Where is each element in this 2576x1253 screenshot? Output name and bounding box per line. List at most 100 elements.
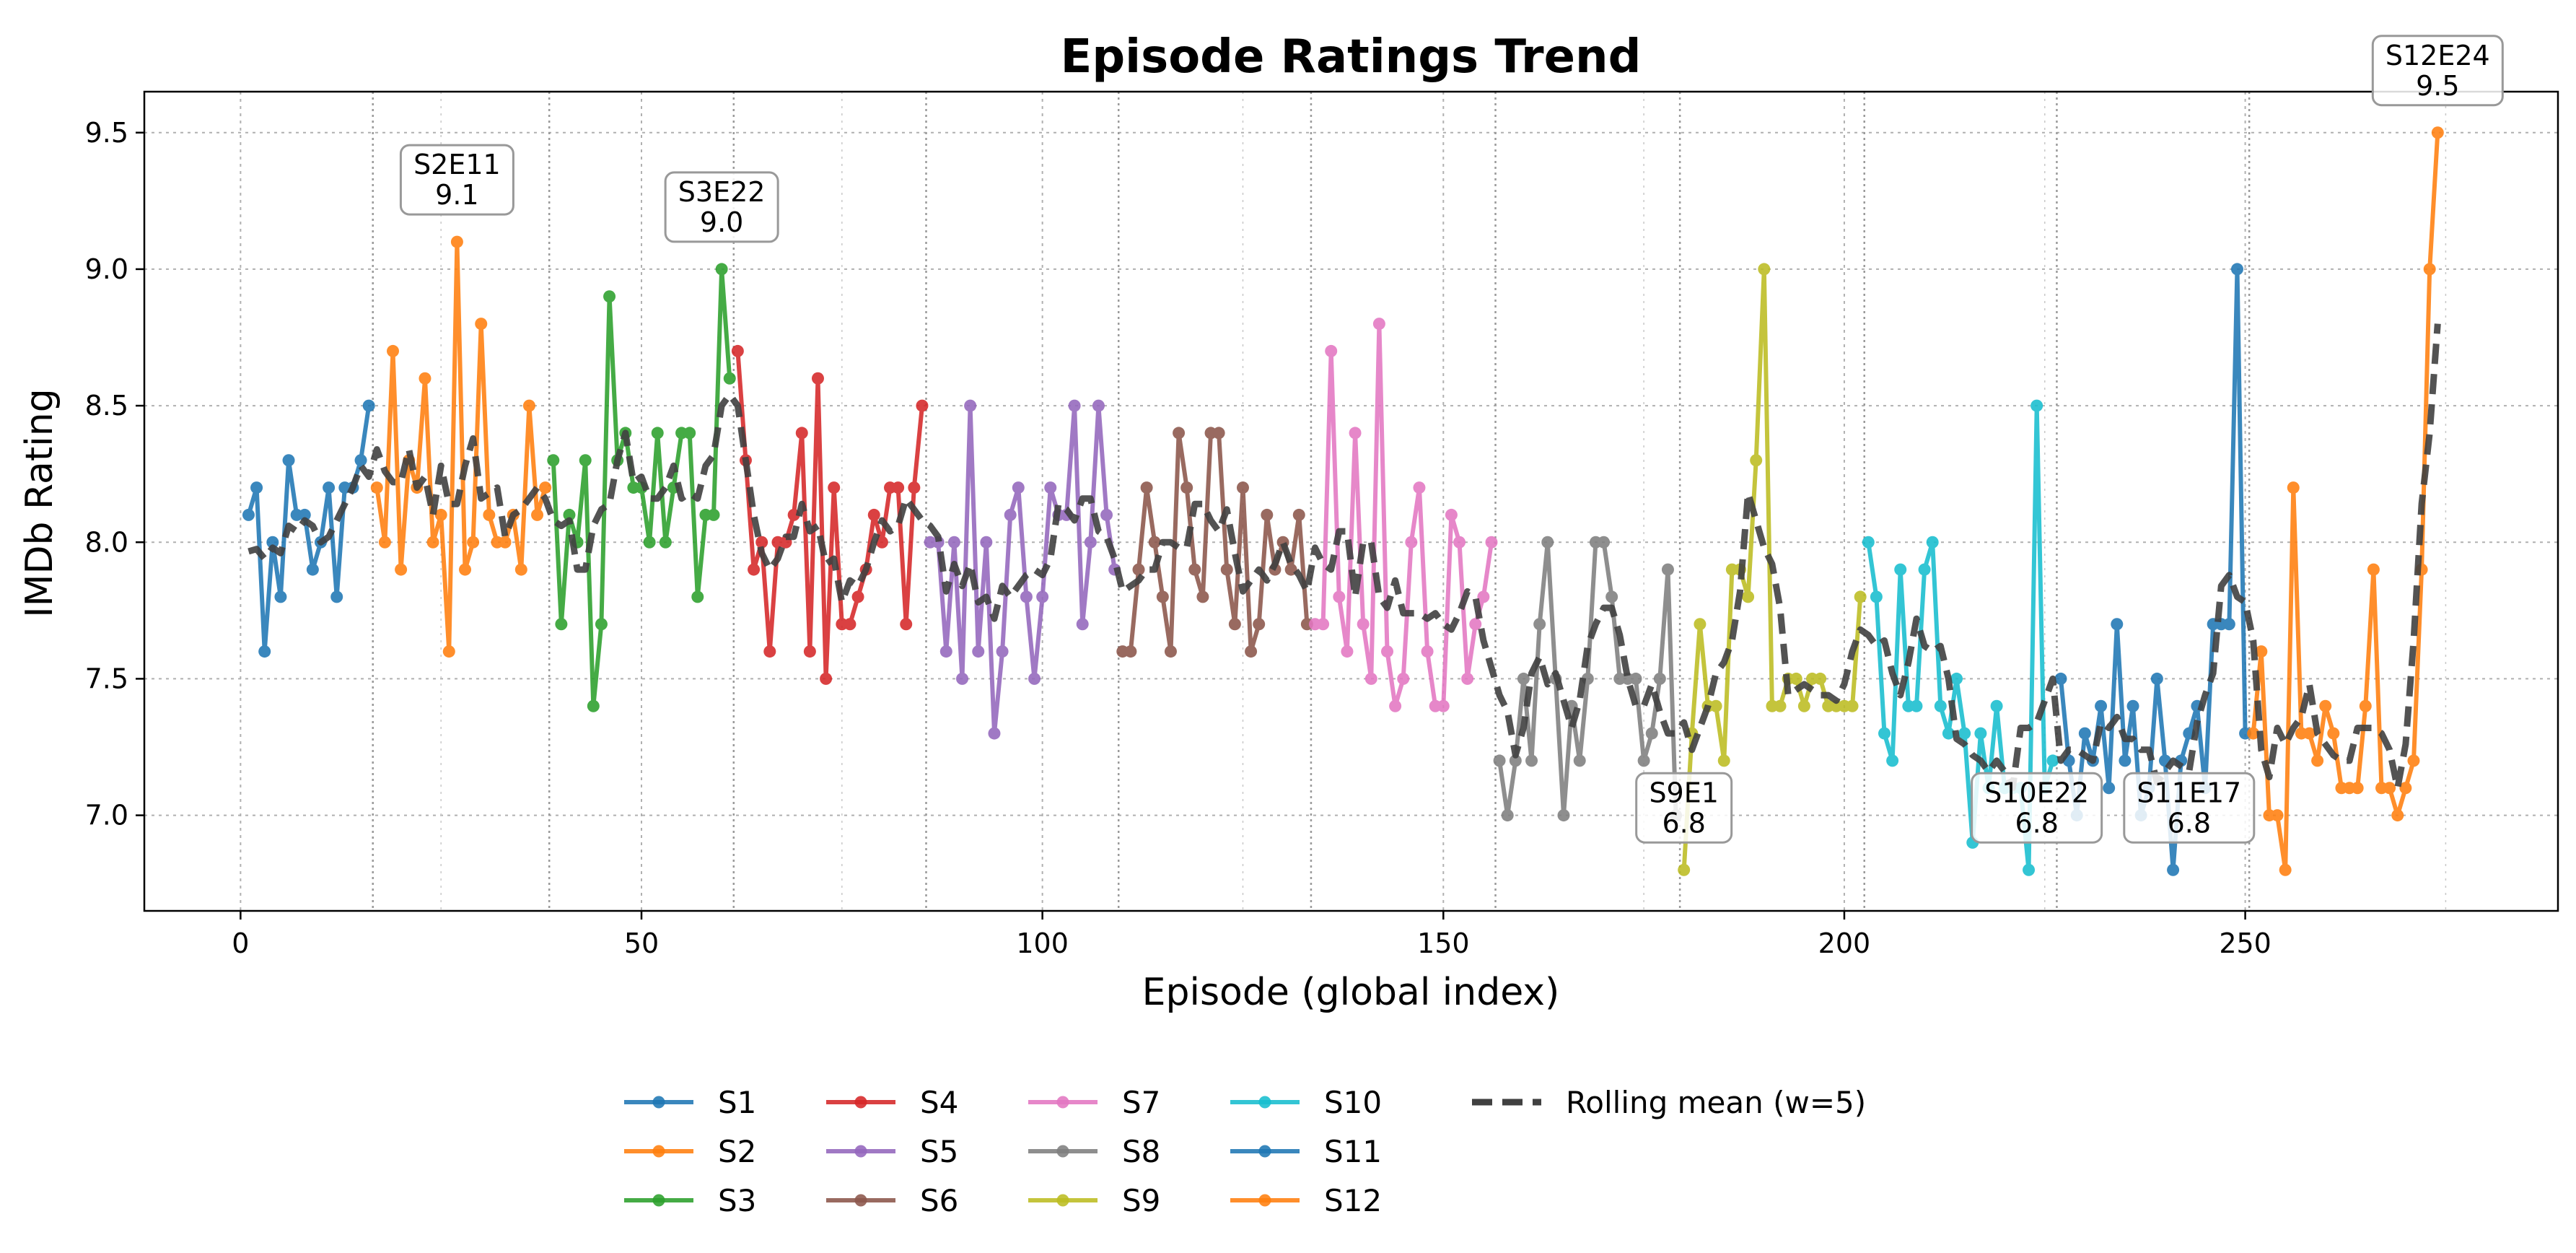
annotation-label: S2E11: [413, 149, 501, 180]
y-tick-label: 9.0: [85, 253, 128, 285]
data-point: [1469, 618, 1482, 631]
legend-label: S10: [1324, 1085, 1382, 1120]
data-point: [426, 536, 439, 549]
data-point: [2367, 563, 2380, 576]
data-point: [875, 536, 888, 549]
data-point: [2023, 863, 2036, 876]
annotation-value: 6.8: [2168, 807, 2211, 839]
data-point: [1990, 699, 2003, 712]
data-point: [980, 536, 993, 549]
annotation-box: [2123, 772, 2256, 844]
data-point: [2327, 727, 2340, 740]
data-point: [1678, 863, 1691, 876]
x-tick-label: 50: [624, 927, 659, 959]
data-point: [1533, 618, 1546, 631]
data-point: [1421, 645, 1434, 658]
data-point: [1180, 481, 1193, 494]
data-point: [1405, 536, 1418, 549]
annotation-label: S10E22: [1984, 777, 2089, 808]
legend-swatch-marker: [854, 1096, 867, 1109]
data-point: [1870, 590, 1883, 603]
legend-label: S9: [1122, 1183, 1160, 1218]
data-point: [1292, 508, 1305, 521]
data-point: [1132, 563, 1145, 576]
data-point: [547, 454, 560, 467]
data-point: [1974, 727, 1987, 740]
data-point: [1012, 481, 1025, 494]
annotation-box: [2371, 35, 2504, 107]
annotation-value: 9.1: [435, 179, 478, 211]
data-point: [1862, 536, 1875, 549]
x-tick-label: 0: [232, 927, 249, 959]
data-point: [274, 590, 287, 603]
legend-entry-s8: S8: [1028, 1134, 1160, 1169]
data-point: [2103, 782, 2116, 795]
data-point: [1236, 481, 1249, 494]
data-point: [2078, 727, 2091, 740]
data-point: [1437, 699, 1450, 712]
data-point: [1605, 590, 1618, 603]
legend-swatch-marker: [1258, 1096, 1271, 1109]
data-point: [1188, 563, 1201, 576]
annotation-value: 6.8: [2015, 807, 2058, 839]
data-point: [1501, 809, 1514, 822]
data-point: [1709, 699, 1722, 712]
data-point: [475, 318, 488, 331]
data-point: [1774, 699, 1787, 712]
legend-entry-rolling-mean: Rolling mean (w=5): [1472, 1085, 1866, 1120]
data-point: [1357, 618, 1370, 631]
annotation-label: S11E17: [2137, 777, 2241, 808]
data-point: [1717, 754, 1730, 767]
data-point: [1148, 536, 1161, 549]
data-point: [2167, 863, 2180, 876]
data-point: [1196, 590, 1209, 603]
data-point: [1372, 318, 1385, 331]
axis-ticks: 7.0 7.5 8.0 8.5 9.0 9.5 0 50 100 150 200 250: [85, 117, 2271, 959]
data-point: [603, 290, 616, 303]
legend-label: S7: [1122, 1085, 1160, 1120]
data-point: [1918, 563, 1931, 576]
data-point: [587, 699, 600, 712]
data-point: [1477, 590, 1490, 603]
data-point: [1878, 727, 1891, 740]
legend-entry-s11: S11: [1230, 1134, 1382, 1169]
data-point: [851, 590, 864, 603]
legend-swatch-marker: [1258, 1194, 1271, 1207]
data-point: [1389, 699, 1402, 712]
data-point: [964, 399, 977, 412]
series-line-s7: [1315, 321, 1494, 709]
series-s2: [370, 235, 552, 658]
data-point: [434, 508, 447, 521]
legend-label: S1: [718, 1085, 756, 1120]
data-point: [892, 481, 905, 494]
data-point: [1140, 481, 1153, 494]
data-point: [579, 454, 592, 467]
annotation-label: S9E1: [1649, 777, 1718, 808]
legend-entry-s7: S7: [1028, 1085, 1160, 1120]
legend-swatch-marker: [1056, 1145, 1069, 1158]
legend-label: S5: [920, 1134, 958, 1169]
data-point: [2030, 399, 2043, 412]
data-point: [2054, 672, 2067, 685]
data-point: [1325, 344, 1338, 357]
data-point: [1598, 536, 1611, 549]
legend-label: S4: [920, 1085, 958, 1120]
data-point: [1397, 672, 1410, 685]
data-point: [2431, 126, 2444, 139]
data-point: [1036, 590, 1049, 603]
data-point: [514, 563, 527, 576]
data-point: [803, 645, 816, 658]
x-tick-label: 200: [1818, 927, 1871, 959]
data-point: [2279, 863, 2292, 876]
data-point: [1509, 754, 1522, 767]
data-point: [1445, 508, 1458, 521]
data-point: [1517, 672, 1530, 685]
plot-frame: [143, 90, 2559, 912]
data-point: [330, 590, 343, 603]
data-point: [1100, 508, 1113, 521]
data-point: [387, 344, 400, 357]
data-point: [659, 536, 672, 549]
series-s1: [242, 399, 375, 658]
